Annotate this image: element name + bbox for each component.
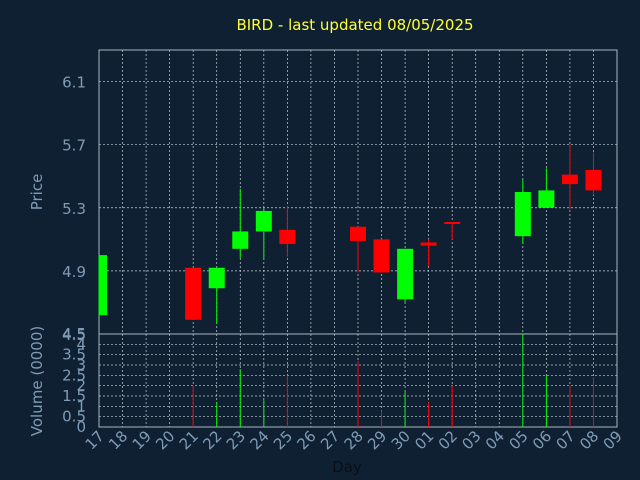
candle-body [585, 169, 602, 191]
price-tick-label: 5.7 [62, 137, 86, 155]
volume-tick-label: 3.5 [62, 346, 86, 364]
candle-body [232, 231, 249, 249]
price-axis-label: Price [28, 174, 46, 211]
candle-body [185, 267, 202, 320]
price-tick-label: 4.9 [62, 263, 86, 281]
price-tick-label: 4.5 [62, 326, 86, 344]
x-axis-label: Day [332, 458, 362, 476]
candle-body [208, 267, 225, 289]
volume-panel: 43.532.521.510.50 4.5 [62, 325, 618, 436]
volume-tick-label: 3 [76, 356, 86, 374]
price-tick-label: 6.1 [62, 74, 86, 92]
price-panel: 6.1 5.7 5.3 4.9 4.5 [62, 49, 618, 344]
chart-title: BIRD - last updated 08/05/2025 [236, 16, 473, 34]
volume-tick-label-top: 4.5 [62, 325, 86, 343]
volume-tick-label: 2.5 [62, 366, 86, 384]
volume-tick-label: 0.5 [62, 408, 86, 426]
candle-body [420, 242, 437, 246]
volume-tick-label: 1.5 [62, 387, 86, 405]
candle-body [279, 229, 296, 245]
volume-tick-label: 4 [76, 335, 86, 353]
volume-tick-label: 1 [76, 397, 86, 415]
volume-tick-label: 2 [76, 377, 86, 395]
candle-body [255, 210, 272, 232]
candle-body [99, 255, 107, 316]
candle-body [350, 226, 366, 241]
price-tick-label: 5.3 [62, 200, 86, 218]
candle-body [538, 190, 555, 208]
volume-axis-label: Volume (0000) [28, 326, 46, 436]
candle-body [373, 239, 390, 273]
candle-body [561, 174, 578, 185]
candle-body [514, 192, 531, 237]
volume-tick-label: 0 [76, 418, 86, 436]
candle-body [444, 221, 461, 224]
candle-body [397, 248, 414, 300]
